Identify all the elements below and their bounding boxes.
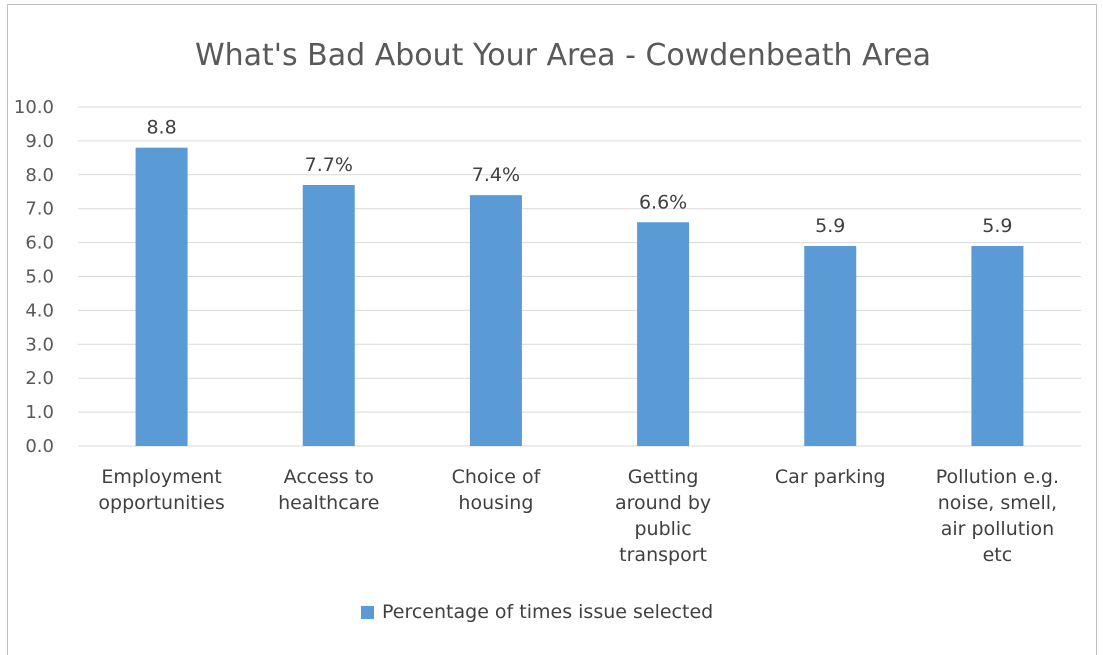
y-tick-label: 7.0 (25, 199, 54, 220)
data-label: 5.9 (815, 215, 845, 237)
category-label: noise, smell, (938, 492, 1057, 514)
legend-label: Percentage of times issue selected (382, 601, 713, 623)
bar (136, 148, 188, 446)
y-tick-label: 2.0 (25, 368, 54, 389)
data-label: 8.8 (146, 117, 176, 139)
bar (470, 195, 522, 446)
category-label: Pollution e.g. (936, 466, 1059, 488)
bar (804, 246, 856, 446)
bar (303, 185, 355, 446)
gridlines (78, 107, 1081, 446)
y-tick-label: 9.0 (25, 131, 54, 152)
y-tick-label: 4.0 (25, 300, 54, 321)
category-label: air pollution (941, 518, 1054, 540)
category-label: transport (619, 544, 707, 566)
category-label: public (634, 518, 691, 540)
category-label: Car parking (775, 466, 886, 488)
category-label: housing (458, 492, 533, 514)
bar (971, 246, 1023, 446)
data-labels: 8.8 7.7% 7.4% 6.6% 5.9 5.9 (146, 117, 1012, 237)
category-labels: Employment opportunities Access to healthca… (98, 466, 1059, 566)
y-tick-label: 0.0 (25, 436, 54, 457)
data-label: 6.6% (639, 191, 687, 213)
y-tick-label: 6.0 (25, 233, 54, 254)
category-label: Getting (628, 466, 699, 488)
y-tick-label: 5.0 (25, 267, 54, 288)
data-label: 5.9 (982, 215, 1012, 237)
y-tick-label: 10.0 (14, 97, 54, 118)
category-label: etc (983, 544, 1013, 566)
y-tick-label: 1.0 (25, 402, 54, 423)
category-label: Employment (101, 466, 221, 488)
chart-title: What's Bad About Your Area - Cowdenbeath… (195, 38, 931, 73)
bar (637, 222, 689, 446)
y-tick-label: 3.0 (25, 334, 54, 355)
y-tick-label: 8.0 (25, 165, 54, 186)
category-label: Choice of (452, 466, 542, 488)
legend: Percentage of times issue selected (361, 601, 713, 623)
bars (136, 148, 1024, 446)
legend-swatch (361, 606, 374, 619)
chart-frame: What's Bad About Your Area - Cowdenbeath… (7, 4, 1097, 655)
category-label: healthcare (278, 492, 379, 514)
category-label: around by (615, 492, 711, 514)
data-label: 7.4% (472, 164, 520, 186)
y-axis-ticks: 0.0 1.0 2.0 3.0 4.0 5.0 6.0 7.0 8.0 9.0 10.0 (14, 97, 54, 457)
data-label: 7.7% (305, 154, 353, 176)
bar-chart: What's Bad About Your Area - Cowdenbeath… (8, 5, 1098, 652)
category-label: Access to (284, 466, 374, 488)
category-label: opportunities (98, 492, 224, 514)
